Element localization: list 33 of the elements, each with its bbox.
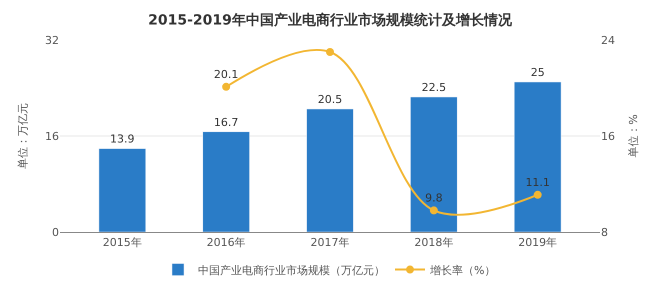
data-label: 9.8 bbox=[425, 192, 443, 205]
x-tick-label: 2017年 bbox=[310, 236, 350, 250]
data-label: 13.9 bbox=[110, 132, 135, 146]
chart-title: 2015-2019年中国产业电商行业市场规模统计及增长情况 bbox=[148, 12, 513, 29]
x-tick-label: 2016年 bbox=[206, 236, 246, 250]
legend-label: 中国产业电商行业市场规模（万亿元） bbox=[198, 264, 385, 277]
data-label: 20.1 bbox=[214, 68, 238, 82]
y-tick-label: 32 bbox=[45, 34, 59, 47]
y2-tick-label: 8 bbox=[601, 226, 608, 239]
y2-tick-label: 24 bbox=[601, 34, 615, 47]
point bbox=[222, 82, 230, 91]
data-label: 22.5 bbox=[422, 81, 446, 94]
y2-tick-label: 16 bbox=[601, 130, 615, 143]
y2-axis-title: 单位：% bbox=[627, 114, 640, 158]
y-axis-title: 单位：万亿元 bbox=[16, 103, 30, 169]
data-label: 25 bbox=[530, 66, 545, 79]
data-label: 16.7 bbox=[214, 116, 238, 129]
bar bbox=[202, 132, 250, 232]
bar bbox=[410, 96, 458, 232]
y-tick-label: 0 bbox=[52, 226, 59, 239]
point bbox=[326, 48, 334, 56]
point bbox=[430, 206, 438, 214]
data-label: 11.1 bbox=[525, 176, 550, 190]
x-tick-label: 2015年 bbox=[102, 236, 142, 250]
x-tick-label: 2018年 bbox=[414, 236, 454, 250]
bar bbox=[514, 82, 562, 232]
legend-label: 增长率（%） bbox=[429, 264, 496, 277]
x-tick-label: 2019年 bbox=[518, 236, 558, 250]
bar bbox=[98, 148, 146, 232]
y-tick-label: 16 bbox=[45, 130, 59, 143]
bar bbox=[306, 108, 354, 232]
data-label: 20.5 bbox=[318, 93, 342, 106]
point bbox=[534, 190, 542, 199]
